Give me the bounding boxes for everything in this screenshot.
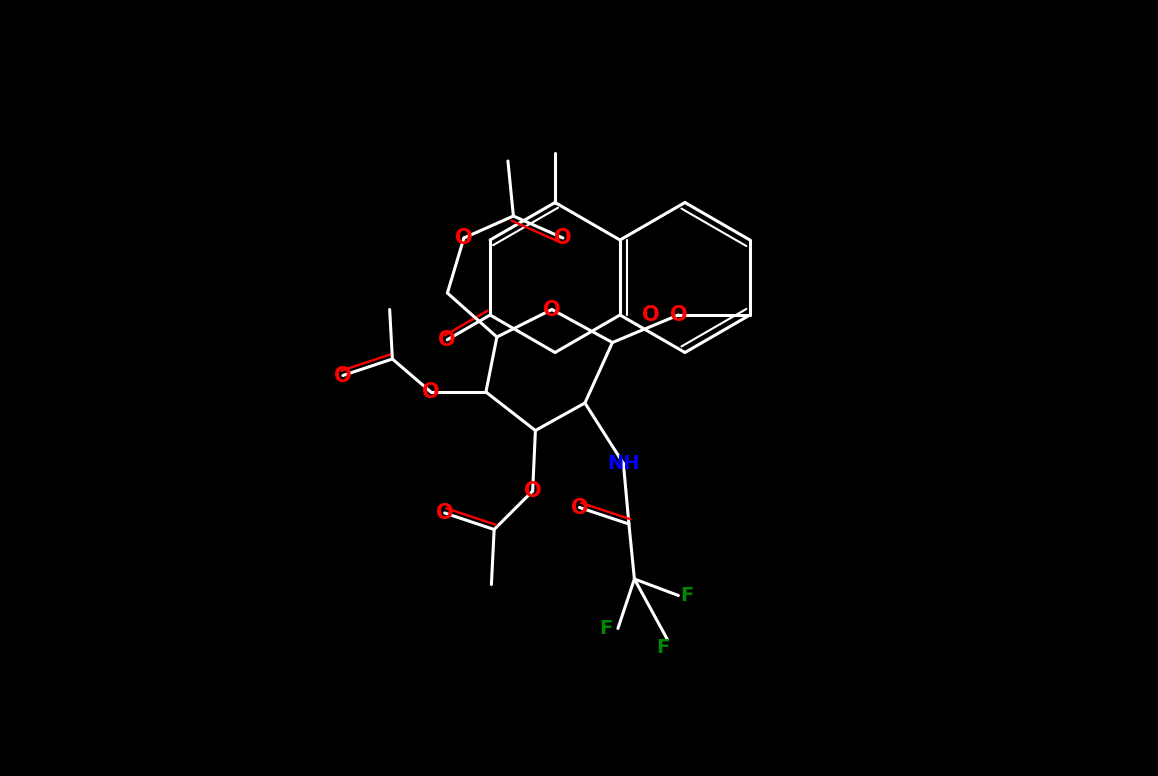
Text: O: O [571, 497, 588, 518]
Text: O: O [455, 228, 472, 248]
Text: O: O [543, 300, 560, 320]
Text: O: O [669, 305, 687, 325]
Text: O: O [435, 503, 454, 523]
Text: F: F [655, 638, 669, 657]
Text: O: O [554, 228, 572, 248]
Text: O: O [335, 365, 352, 386]
Text: F: F [600, 619, 613, 638]
Text: O: O [642, 305, 660, 325]
Text: O: O [439, 330, 456, 350]
Text: F: F [680, 586, 692, 605]
Text: NH: NH [607, 454, 639, 473]
Text: O: O [523, 481, 542, 501]
Text: O: O [423, 382, 440, 402]
